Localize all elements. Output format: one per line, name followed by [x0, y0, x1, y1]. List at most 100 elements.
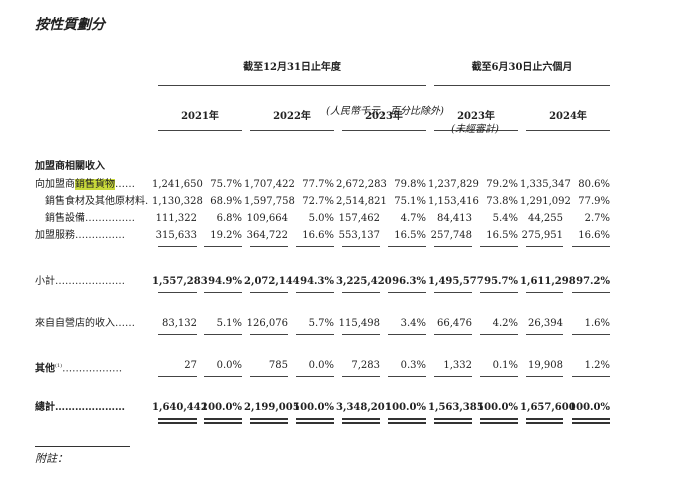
table-cell: 80.6% [578, 179, 610, 190]
double-rule [342, 418, 380, 420]
rule [158, 292, 197, 293]
rule [480, 246, 518, 247]
rule [204, 376, 242, 377]
double-rule [526, 418, 563, 420]
year-header: 2023年 [365, 111, 403, 122]
table-cell: 100.0% [201, 402, 242, 413]
header-group-six-months: 截至6月30日止六個月 [471, 62, 573, 73]
table-cell: 1,707,422 [244, 179, 295, 190]
double-rule [480, 422, 518, 424]
table-cell: 7,283 [351, 360, 380, 371]
rule [572, 246, 610, 247]
rule [250, 334, 288, 335]
table-cell: 3.4% [400, 318, 426, 329]
table-cell: 1,332 [443, 360, 472, 371]
table-cell: 97.2% [576, 276, 610, 287]
table-cell: 109,664 [246, 213, 288, 224]
table-cell: 5.4% [492, 213, 518, 224]
table-cell: 94.9% [208, 276, 242, 287]
rule [342, 130, 426, 131]
double-rule [434, 418, 472, 420]
section-label: 加盟商相關收入 [35, 161, 105, 172]
table-cell: 157,462 [338, 213, 380, 224]
rule [526, 376, 563, 377]
row-label-subtotal: 小計………………… [35, 276, 125, 287]
rule [434, 130, 518, 131]
table-cell: 1.6% [584, 318, 610, 329]
double-rule [250, 418, 288, 420]
row-label-franchise-services: 加盟服務…………… [35, 230, 125, 241]
table-cell: 2,072,144 [244, 276, 300, 287]
table-cell: 84,413 [437, 213, 472, 224]
table-cell: 2.7% [584, 213, 610, 224]
table-cell: 4.2% [492, 318, 518, 329]
row-label-equipment: 銷售設備…………… [45, 213, 135, 224]
table-cell: 0.3% [400, 360, 426, 371]
unaudited-note: (未經審計) [451, 124, 499, 135]
table-cell: 1,241,650 [152, 179, 203, 190]
table-cell: 0.0% [308, 360, 334, 371]
rule [434, 334, 472, 335]
table-cell: 1.2% [584, 360, 610, 371]
table-cell: 100.0% [477, 402, 518, 413]
table-cell: 1,237,829 [428, 179, 479, 190]
table-cell: 66,476 [437, 318, 472, 329]
rule [526, 334, 563, 335]
year-header: 2023年 [457, 111, 495, 122]
rule [388, 246, 426, 247]
double-rule [342, 422, 380, 424]
rule [342, 376, 380, 377]
table-cell: 5.7% [308, 318, 334, 329]
rule [250, 376, 288, 377]
table-cell: 1,495,577 [428, 276, 484, 287]
rule [204, 292, 242, 293]
table-cell: 6.8% [216, 213, 242, 224]
rule [296, 246, 334, 247]
double-rule [158, 418, 197, 420]
table-cell: 96.3% [392, 276, 426, 287]
table-cell: 111,322 [155, 213, 197, 224]
rule [342, 334, 380, 335]
page-title: 按性質劃分 [35, 17, 105, 33]
rule [480, 292, 518, 293]
table-cell: 77.9% [578, 196, 610, 207]
table-cell: 27 [184, 360, 197, 371]
table-cell: 1,640,442 [152, 402, 208, 413]
table-cell: 4.7% [400, 213, 426, 224]
row-label-total: 總計………………… [35, 402, 125, 413]
year-header: 2022年 [273, 111, 311, 122]
row-label-goods: 向加盟商銷售貨物…… [35, 179, 135, 190]
table-cell: 100.0% [293, 402, 334, 413]
rule [388, 376, 426, 377]
rule [572, 292, 610, 293]
header-group-annual: 截至12月31日止年度 [243, 62, 341, 73]
table-cell: 100.0% [385, 402, 426, 413]
rule [526, 292, 563, 293]
double-rule [204, 418, 242, 420]
table-cell: 1,335,347 [520, 179, 571, 190]
double-rule [250, 422, 288, 424]
row-label-self-operated: 來自自營店的收入…… [35, 318, 135, 329]
rule [480, 334, 518, 335]
rule [526, 246, 563, 247]
rule [158, 130, 242, 131]
double-rule [480, 418, 518, 420]
rule [342, 292, 380, 293]
rule [342, 246, 380, 247]
units-note: (人民幣千元，百分比除外) [326, 106, 444, 117]
table-cell: 79.2% [486, 179, 518, 190]
table-cell: 16.5% [486, 230, 518, 241]
table-cell: 115,498 [338, 318, 380, 329]
table-cell: 75.7% [210, 179, 242, 190]
table-cell: 3,225,420 [336, 276, 392, 287]
table-cell: 315,633 [155, 230, 197, 241]
table-cell: 83,132 [162, 318, 197, 329]
table-cell: 1,563,385 [428, 402, 484, 413]
highlighted-text: 銷售貨物 [75, 179, 115, 190]
notes-label: 附註： [35, 452, 68, 465]
double-rule [572, 422, 610, 424]
table-cell: 5.1% [216, 318, 242, 329]
table-cell: 0.0% [216, 360, 242, 371]
table-cell: 2,514,821 [336, 196, 387, 207]
table-cell: 79.8% [394, 179, 426, 190]
